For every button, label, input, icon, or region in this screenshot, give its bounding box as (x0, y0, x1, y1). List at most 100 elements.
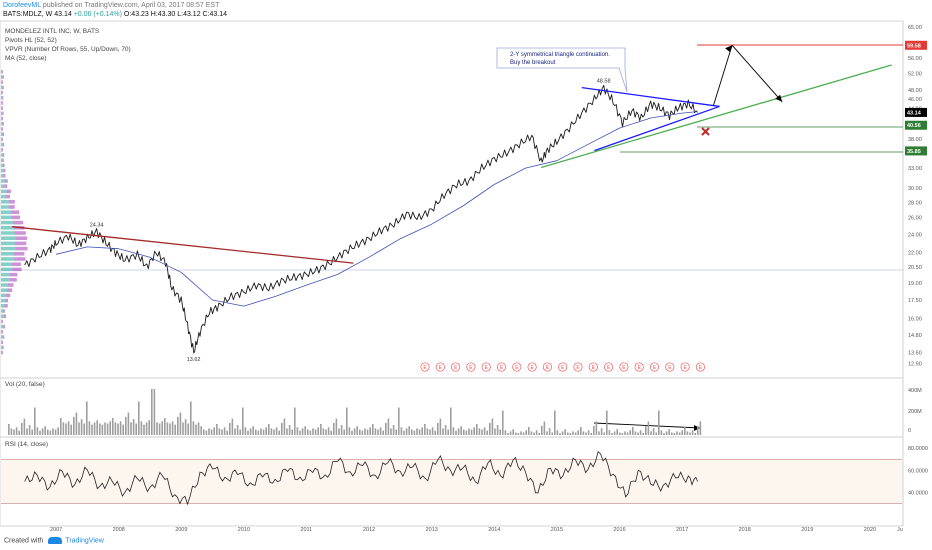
volume-bar (504, 430, 507, 435)
volume-bar (460, 426, 462, 435)
volume-bar (223, 427, 226, 435)
tradingview-brand[interactable]: TradingView (65, 537, 104, 545)
volume-bar (359, 429, 361, 435)
volume-bar (203, 429, 205, 435)
annotation-line-1: 2-Y symmetrical triangle continuation. (510, 52, 610, 58)
annotation-callout[interactable]: 2-Y symmetrical triangle continuation. B… (496, 47, 628, 93)
vpvr-bar-down (11, 262, 21, 266)
volume-bar (619, 432, 621, 435)
vpvr-bar-down (3, 314, 7, 318)
time-tick-label: 2007 (50, 527, 62, 533)
price-tick-label: 28.00 (908, 200, 922, 206)
vpvr-bar-down (9, 278, 17, 282)
vpvr-bar-down (2, 319, 3, 324)
volume-bar (437, 422, 439, 435)
rsi-band (1, 459, 902, 504)
axes: 65.0060.0056.0052.0048.0046.0044.0038.00… (1, 25, 928, 533)
volume-bar (533, 432, 535, 435)
vpvr-bar-down (11, 215, 21, 220)
vpvr-bar-up (1, 304, 5, 308)
volume-bar (338, 428, 340, 435)
price-tick-label: 52.00 (908, 72, 922, 78)
volume-bar (478, 428, 481, 435)
volume-bar (444, 425, 447, 435)
volume-bar (125, 416, 127, 435)
volume-bar (634, 431, 637, 435)
volume-bar (577, 430, 579, 435)
volume-bar (327, 427, 330, 435)
vpvr-bar-down (2, 345, 4, 350)
volume-bar (314, 429, 317, 435)
price-label-target: 59.58 (907, 43, 921, 49)
volume-bar (145, 422, 148, 435)
volume-bar (242, 407, 244, 435)
volume-bar (465, 430, 468, 435)
trendline-support (540, 64, 892, 169)
vpvr-bar-down (8, 205, 15, 209)
vpvr-bar-down (2, 335, 5, 339)
volume-bar (70, 424, 72, 435)
volume-bar (364, 428, 366, 435)
volume-bar (67, 421, 70, 435)
volume-bar (28, 425, 31, 435)
volume-bar (632, 427, 634, 435)
vpvr-bar-down (2, 142, 5, 147)
volume-bar (78, 422, 80, 435)
volume-bar (353, 428, 356, 435)
volume-bar (595, 421, 598, 435)
legend-ma: MA (52, close) (5, 55, 47, 62)
vpvr-bar-down (11, 210, 20, 214)
volume-bar (80, 419, 83, 435)
vpvr-bar-up (1, 70, 3, 74)
earnings-marker (481, 362, 491, 372)
volume-bar (629, 430, 631, 435)
vpvr-bar-down (2, 116, 3, 121)
price-tick-label: 22.00 (908, 250, 922, 256)
volume-bar (169, 423, 171, 435)
vpvr-bar-down (4, 304, 8, 308)
volume-bar (127, 412, 130, 435)
vpvr-bar-down (14, 231, 26, 235)
volume-bar (182, 422, 184, 435)
volume-bar (476, 424, 478, 435)
time-tick-label: 2011 (300, 527, 312, 533)
volume-bar (317, 427, 319, 435)
earnings-marker-label: E (668, 365, 672, 371)
volume-bar (681, 430, 683, 435)
volume-bar (286, 428, 288, 435)
author-link[interactable]: DorofeevML (3, 2, 41, 9)
volume-bar (429, 429, 431, 435)
volume-bar (52, 428, 54, 435)
time-tick-label: 2010 (238, 527, 250, 533)
volume-bar (382, 430, 384, 435)
volume-bar (226, 430, 228, 435)
volume-bar (31, 429, 33, 435)
volume-bar (260, 428, 262, 435)
volume-bar (21, 422, 23, 435)
earnings-marker (496, 362, 507, 372)
volume-bar (281, 422, 283, 435)
volume-bar (247, 430, 249, 435)
volume-bar (112, 418, 114, 435)
volume-bar (239, 429, 241, 435)
vpvr-bar-down (14, 241, 27, 246)
earnings-marker-label: E (684, 365, 688, 371)
volume-tick-label: 200M (908, 409, 922, 415)
price-tick-label: 65.00 (908, 25, 922, 31)
volume-bar (60, 418, 62, 435)
price-tick-label: 38.00 (908, 137, 922, 143)
vpvr-bar-up (1, 319, 3, 324)
volume-bar (567, 432, 569, 435)
volume-bar (411, 429, 413, 435)
earnings-marker-label: E (500, 365, 504, 371)
volume-bar (57, 427, 59, 435)
volume-bar (195, 424, 197, 435)
volume-bar (398, 407, 400, 435)
volume-bar (15, 427, 18, 435)
earnings-marker-label: E (515, 365, 519, 371)
legend-pivots: Pivots HL (52, 52) (5, 37, 57, 44)
volume-bar (556, 430, 559, 435)
vpvr-bar-down (2, 158, 4, 162)
volume-bar (348, 427, 351, 435)
